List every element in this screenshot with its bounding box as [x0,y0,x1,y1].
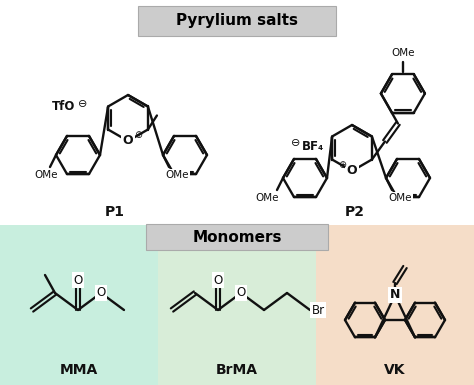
Text: P2: P2 [345,205,365,219]
Text: O: O [73,273,82,286]
Text: O: O [346,164,357,177]
Text: BrMA: BrMA [216,363,258,377]
Text: ⊕: ⊕ [338,160,346,170]
Text: OMe: OMe [388,193,412,203]
FancyBboxPatch shape [138,6,336,36]
Bar [0,0,474,225]
Text: O: O [213,273,223,286]
Text: OMe: OMe [391,49,415,59]
FancyBboxPatch shape [146,224,328,250]
Text: O: O [237,286,246,300]
Text: P1: P1 [105,205,125,219]
Text: ⊕: ⊕ [134,130,142,140]
Bar [316,225,474,385]
Text: N: N [390,288,400,301]
Text: O: O [123,134,133,147]
Text: Monomers: Monomers [192,229,282,244]
Text: OMe: OMe [255,193,279,203]
Bar [0,225,158,385]
Text: BF₄: BF₄ [302,139,324,152]
Text: ⊖: ⊖ [78,99,87,109]
Text: Pyrylium salts: Pyrylium salts [176,13,298,28]
Bar [158,225,316,385]
Text: ⊖: ⊖ [291,138,300,148]
Text: OMe: OMe [165,170,189,180]
Text: MMA: MMA [60,363,98,377]
Text: TfO: TfO [52,100,75,114]
Text: VK: VK [384,363,406,377]
Text: Br: Br [311,303,325,316]
Text: OMe: OMe [34,170,58,180]
Text: O: O [96,286,106,300]
